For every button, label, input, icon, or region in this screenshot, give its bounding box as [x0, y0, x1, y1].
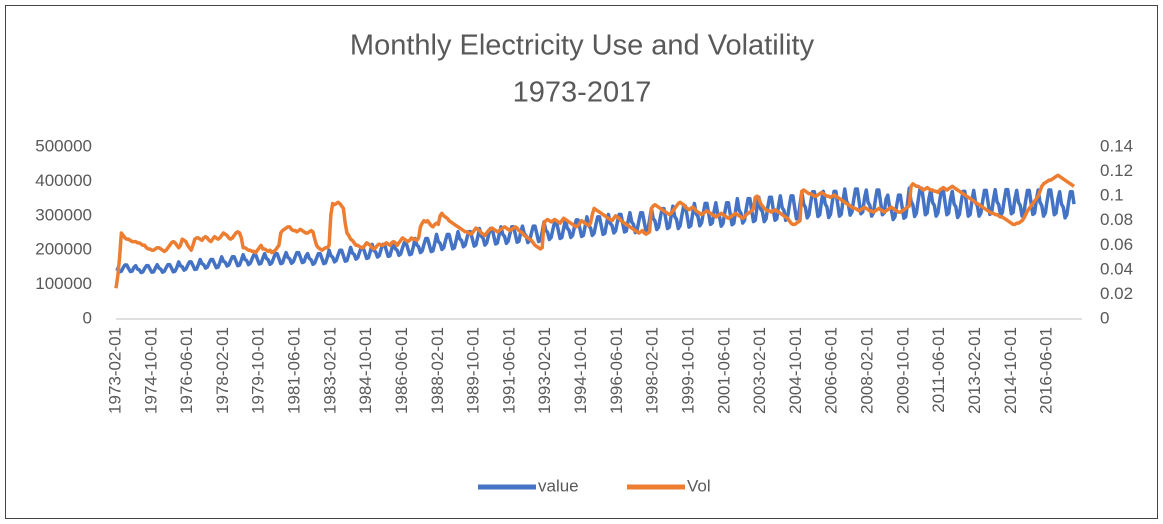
legend-label: value [538, 476, 579, 495]
x-tick-label: 2014-10-01 [1001, 327, 1020, 414]
x-tick-label: 1978-02-01 [213, 327, 232, 414]
x-tick-label: 1998-02-01 [643, 327, 662, 414]
y2-tick-label: 0.06 [1100, 235, 1133, 254]
x-tick-label: 1999-10-01 [678, 327, 697, 414]
y2-tick-label: 0 [1100, 308, 1109, 327]
x-tick-label: 2009-10-01 [893, 327, 912, 414]
x-tick-label: 1974-10-01 [141, 327, 160, 414]
y2-tick-label: 0.1 [1100, 186, 1124, 205]
y2-tick-label: 0.14 [1100, 136, 1133, 155]
legend-label: Vol [687, 476, 711, 495]
y2-tick-label: 0.08 [1100, 210, 1133, 229]
y2-tick-label: 0.12 [1100, 161, 1133, 180]
x-tick-label: 2008-02-01 [858, 327, 877, 414]
x-tick-label: 2011-06-01 [929, 327, 948, 413]
x-tick-label: 1981-06-01 [285, 327, 304, 414]
x-tick-label: 1993-02-01 [535, 327, 554, 414]
x-tick-label: 1976-06-01 [177, 327, 196, 414]
y-tick-label: 500000 [35, 136, 92, 155]
y-tick-label: 300000 [35, 205, 92, 224]
x-tick-label: 1988-02-01 [428, 327, 447, 414]
x-tick-label: 1991-06-01 [499, 327, 518, 414]
y2-tick-label: 0.02 [1100, 284, 1133, 303]
y2-tick-label: 0.04 [1100, 259, 1133, 278]
chart-subtitle: 1973-2017 [513, 77, 652, 109]
y-tick-label: 400000 [35, 171, 92, 190]
x-tick-label: 2003-02-01 [750, 327, 769, 414]
y-tick-label: 100000 [35, 274, 92, 293]
chart-title: Monthly Electricity Use and Volatility [350, 30, 815, 62]
x-tick-label: 1986-06-01 [392, 327, 411, 414]
x-tick-label: 1984-10-01 [356, 327, 375, 414]
x-tick-label: 2006-06-01 [822, 327, 841, 414]
x-tick-label: 1996-06-01 [607, 327, 626, 414]
x-tick-label: 1989-10-01 [464, 327, 483, 414]
series-line [114, 173, 1075, 289]
x-tick-label: 1994-10-01 [571, 327, 590, 414]
x-tick-label: 1973-02-01 [105, 327, 124, 414]
x-tick-label: 2001-06-01 [714, 327, 733, 414]
x-tick-label: 2013-02-01 [965, 327, 984, 414]
y-tick-label: 200000 [35, 240, 92, 259]
x-tick-label: 1979-10-01 [249, 327, 268, 414]
x-tick-label: 1983-02-01 [320, 327, 339, 414]
series-line [115, 186, 1076, 275]
x-tick-label: 2016-06-01 [1037, 327, 1056, 414]
y-tick-label: 0 [83, 308, 92, 327]
x-tick-label: 2004-10-01 [786, 327, 805, 414]
